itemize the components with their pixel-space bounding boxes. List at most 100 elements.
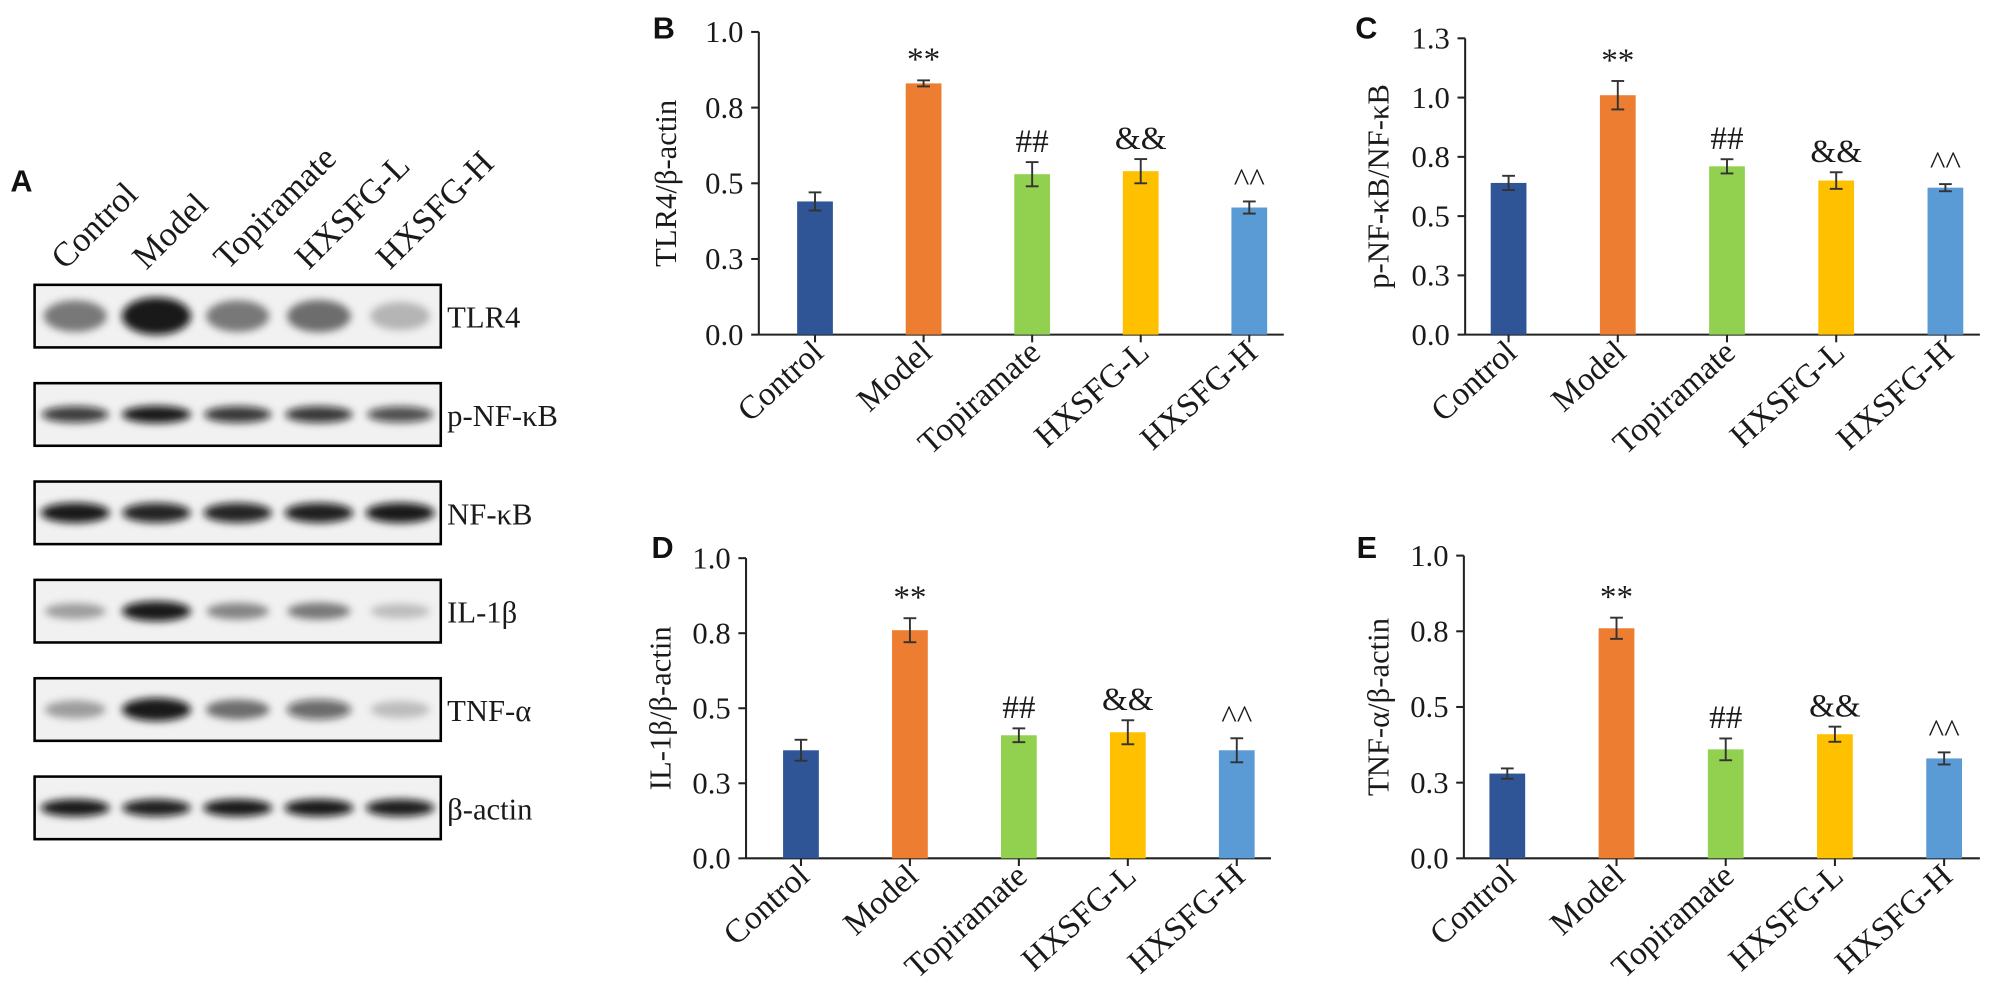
blot-band (121, 697, 191, 722)
blot-row: NF-κB (33, 480, 532, 546)
bar (892, 630, 928, 859)
error-bar (1937, 751, 1951, 766)
significance-mark: && (1809, 687, 1861, 724)
error-bar (1502, 174, 1515, 191)
y-axis-label: TNF-α/β-actin (1362, 618, 1396, 796)
blot-band (204, 406, 272, 423)
bar (1598, 628, 1635, 859)
blot-band (370, 302, 431, 331)
blot-row: β-actin (33, 775, 533, 841)
error-bar (1829, 171, 1843, 190)
y-tick-label: 1.0 (705, 15, 743, 49)
bar (1218, 750, 1255, 859)
blot-bands (41, 405, 434, 424)
blot-row: IL-1β (33, 578, 517, 644)
bar (1231, 207, 1268, 335)
blot-band (365, 502, 435, 523)
blot-band (40, 799, 110, 817)
bar (1709, 166, 1745, 335)
error-bar (1012, 727, 1026, 744)
blot-band (44, 700, 106, 719)
panel-label: E (1357, 531, 1377, 565)
blot-band (284, 502, 354, 523)
blot-band (285, 406, 353, 423)
y-axis-label: p-NF-κB/NF-κB (1362, 84, 1396, 289)
significance-mark: ** (1600, 578, 1633, 615)
x-tick-label: Control (716, 857, 816, 952)
error-bar (1939, 183, 1952, 193)
x-tick-label: HXSFG-H (1133, 334, 1265, 458)
significance-mark: ## (1002, 689, 1035, 726)
error-bar (1720, 158, 1734, 175)
x-tick-label: HXSFG-L (1027, 334, 1156, 455)
y-tick-label: 0.0 (1412, 318, 1450, 352)
blot-frame (33, 676, 443, 743)
y-tick-label: 0.8 (1410, 615, 1448, 649)
panel-label: B (653, 11, 675, 45)
bar (1490, 182, 1527, 335)
blot-band (44, 603, 106, 620)
blot-row: TLR4 (33, 283, 520, 349)
bar (1707, 749, 1744, 859)
blot-band (41, 406, 109, 423)
x-tick-label: Model (1544, 334, 1633, 419)
error-bar (1828, 725, 1842, 743)
blot-band (206, 300, 270, 332)
error-bar (1121, 719, 1135, 746)
blot-band (287, 300, 351, 333)
blot-band (206, 602, 269, 620)
bar (1122, 171, 1159, 335)
error-bar (1025, 161, 1039, 188)
bar (783, 750, 819, 859)
blot-band (370, 700, 430, 719)
x-tick-label: Topiramate (1606, 334, 1743, 462)
blot-frame (33, 283, 443, 349)
y-axis-label: IL-1β/β-actin (644, 626, 678, 790)
blot-band (121, 405, 191, 424)
significance-mark: ^^ (1234, 162, 1266, 199)
y-tick-label: 1.0 (1412, 81, 1450, 115)
blot-band (122, 502, 191, 523)
blot-frame (33, 775, 443, 841)
blot-band (121, 601, 191, 622)
y-tick-label: 0.8 (705, 91, 743, 125)
y-tick-label: 0.3 (1412, 259, 1450, 293)
blot-band (284, 799, 354, 817)
bar (1109, 732, 1146, 859)
bar (1926, 758, 1963, 859)
significance-mark: ** (907, 41, 940, 78)
bar (1599, 95, 1636, 335)
y-tick-label: 0.0 (692, 842, 730, 876)
blot-band (203, 799, 273, 817)
x-tick-label: HXSFG-H (1828, 857, 1960, 981)
y-tick-label: 1.0 (1410, 539, 1448, 573)
panel-a-western-blot: A ControlModelTopiramateHXSFG-LHXSFG-HTL… (10, 139, 558, 841)
blot-band (365, 799, 435, 817)
panel-label: C (1355, 11, 1377, 45)
significance-mark: && (1115, 120, 1167, 157)
bar (1014, 174, 1051, 335)
x-tick-label: Control (730, 334, 830, 429)
significance-mark: ^^ (1221, 699, 1253, 736)
error-bar (1500, 767, 1514, 780)
x-tick-label: Topiramate (898, 857, 1035, 985)
blot-band (370, 603, 430, 619)
lane-label: Control (44, 175, 145, 276)
y-tick-label: 0.0 (705, 318, 743, 352)
blot-bands (44, 601, 430, 622)
significance-mark: ^^ (1929, 713, 1961, 750)
blot-band (205, 699, 270, 720)
bar (1927, 187, 1964, 335)
blot-row-label: p-NF-κB (447, 399, 558, 433)
blot-row: p-NF-κB (33, 381, 558, 448)
panel-b-bar-chart: B TLR4/β-actin 0.0 0.3 0.5 0.8 1.0 Control Model… (649, 11, 1284, 462)
error-bar (794, 738, 808, 762)
blot-row-label: TLR4 (447, 301, 520, 335)
y-tick-label: 0.3 (1410, 766, 1448, 800)
blot-frame (33, 578, 443, 644)
blot-band (367, 406, 434, 423)
y-tick-label: 0.3 (705, 242, 743, 276)
